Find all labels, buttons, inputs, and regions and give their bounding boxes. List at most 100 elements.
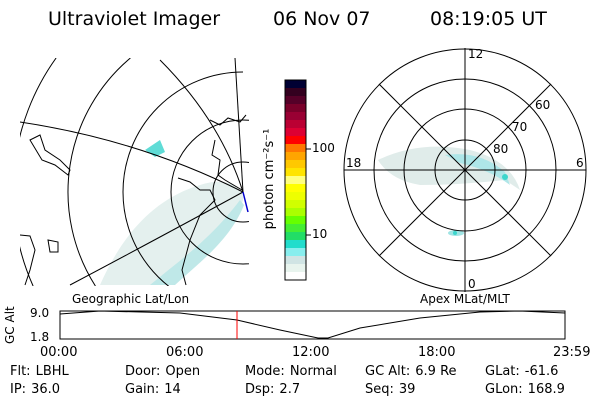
- colorbar-segment: [285, 88, 306, 97]
- status-seq: Seq: 39: [365, 383, 415, 397]
- geo-meridian: [20, 121, 244, 193]
- coastline: [211, 139, 243, 191]
- status-gain: Gain: 14: [125, 383, 181, 397]
- xtick-0000: 00:00: [40, 345, 78, 360]
- colorbar-segment: [285, 200, 306, 209]
- instrument-title: Ultraviolet Imager: [48, 8, 221, 30]
- colorbar-segment: [285, 104, 306, 113]
- coastline: [47, 239, 59, 253]
- status-value: 39: [398, 382, 416, 397]
- coastline: [20, 234, 36, 286]
- colorbar-segment: [285, 168, 306, 177]
- altitude-plot-frame: [59, 310, 566, 340]
- lat-label-70: 70: [512, 120, 528, 134]
- colorbar-segment: [285, 96, 306, 105]
- colorbar-segment: [285, 264, 306, 273]
- xtick-2359: 23:59: [553, 345, 591, 360]
- colorbar-segment: [285, 184, 306, 193]
- colorbar-segment: [285, 144, 306, 153]
- status-value: Open: [165, 364, 201, 379]
- colorbar-segment: [285, 152, 306, 161]
- lat-label-60: 60: [535, 98, 551, 112]
- altitude-ylabel: GC Alt: [3, 306, 17, 344]
- xtick-0600: 06:00: [166, 345, 204, 360]
- status-label: GLon:: [485, 382, 523, 397]
- polar-plot-label: Apex MLat/MLT: [420, 292, 510, 306]
- altitude-curve: [59, 310, 566, 339]
- geo-lat-circle: [122, 71, 244, 286]
- status-flt: Flt: LBHL: [10, 365, 69, 379]
- status-label: Gain:: [125, 382, 160, 397]
- status-value: Normal: [289, 364, 337, 379]
- status-label: Seq:: [365, 382, 394, 397]
- mlt-label-12: 12: [468, 47, 484, 61]
- geo-meridian: [69, 191, 244, 286]
- ytick-9: 9.0: [30, 306, 50, 320]
- geo-lat-circle: [170, 119, 249, 265]
- status-door: Door: Open: [125, 365, 200, 379]
- colorbar-frame: [284, 79, 307, 281]
- colorbar-segment: [285, 232, 306, 241]
- colorbar-segment: [285, 80, 306, 89]
- geo-map-label: Geographic Lat/Lon: [72, 292, 190, 306]
- status-value: 36.0: [31, 382, 61, 397]
- geo-lat-circle: [67, 58, 131, 286]
- colorbar-segment: [285, 240, 306, 249]
- geo-lat-circle: [212, 161, 249, 223]
- geo-meridian: [159, 59, 244, 193]
- colorbar-segment: [285, 176, 306, 185]
- colorbar-segment: [285, 192, 306, 201]
- geo-lat-circle: [20, 58, 57, 286]
- status-gcalt: GC Alt: 6.9 Re: [365, 365, 457, 379]
- status-value: 6.9 Re: [415, 364, 457, 379]
- status-label: GC Alt:: [365, 364, 411, 379]
- status-label: Dsp:: [245, 382, 275, 397]
- colorbar-segment: [285, 120, 306, 129]
- coastline: [29, 134, 71, 176]
- status-label: IP:: [10, 382, 27, 397]
- status-value: LBHL: [35, 364, 69, 379]
- status-value: 14: [164, 382, 181, 397]
- colorbar-segment: [285, 160, 306, 169]
- status-label: Door:: [125, 364, 161, 379]
- colorbar-tick-100: 100: [312, 141, 335, 155]
- polar-aurora: [378, 146, 520, 236]
- ytick-1-8: 1.8: [30, 330, 50, 344]
- colorbar-tick-10: 10: [312, 227, 328, 241]
- colorbar-segment: [285, 256, 306, 265]
- colorbar-segment: [285, 128, 306, 137]
- mlt-label-18: 18: [346, 156, 362, 170]
- status-glon: GLon: 168.9: [485, 383, 565, 397]
- colorbar-segment: [285, 208, 306, 217]
- status-label: Flt:: [10, 364, 31, 379]
- colorbar-segment: [285, 272, 306, 281]
- colorbar-segment: [285, 248, 306, 257]
- status-label: GLat:: [485, 364, 520, 379]
- coastline: [177, 177, 216, 286]
- colorbar-segment: [285, 216, 306, 225]
- xtick-1800: 18:00: [418, 345, 456, 360]
- status-mode: Mode: Normal: [245, 365, 337, 379]
- status-value: 2.7: [279, 382, 301, 397]
- coastline: [209, 114, 247, 126]
- spacecraft-direction-indicator: [242, 191, 249, 213]
- status-glat: GLat: -61.6: [485, 365, 558, 379]
- status-label: Mode:: [245, 364, 285, 379]
- mlt-label-0: 0: [468, 277, 476, 291]
- status-ip: IP: 36.0: [10, 383, 60, 397]
- date-label: 06 Nov 07: [273, 8, 371, 30]
- time-label: 08:19:05 UT: [430, 8, 547, 30]
- colorbar-segment: [285, 224, 306, 233]
- colorbar-segment: [285, 136, 306, 145]
- status-value: 168.9: [527, 382, 565, 397]
- mlt-label-6: 6: [576, 156, 584, 170]
- geo-meridian: [234, 58, 244, 193]
- xtick-1200: 12:00: [292, 345, 330, 360]
- mlt-line-diagonal: [378, 83, 552, 257]
- lat-label-80: 80: [493, 142, 509, 156]
- status-value: -61.6: [524, 364, 559, 379]
